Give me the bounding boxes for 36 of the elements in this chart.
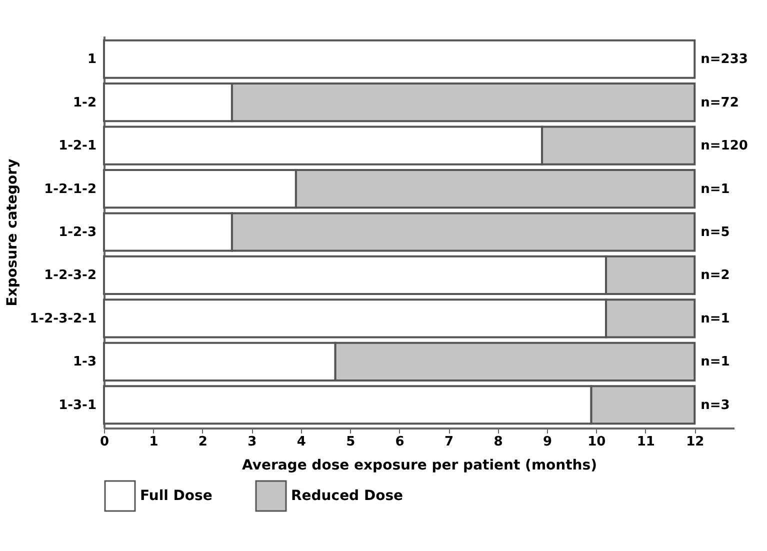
y-tick-label: 1-2 <box>73 95 96 110</box>
annotation: n=120 <box>700 138 748 154</box>
x-tick-label: 2 <box>198 434 208 450</box>
legend-label: Full Dose <box>140 488 212 504</box>
legend-label: Reduced Dose <box>291 488 404 504</box>
bar <box>103 39 696 79</box>
y-tick-label: 1-2-1 <box>58 138 96 154</box>
y-tick-label: 1-2-3-2-1 <box>30 311 96 326</box>
x-tick-label: 4 <box>296 434 306 450</box>
x-tick-label: 7 <box>444 434 454 450</box>
x-tick-label: 12 <box>686 434 704 450</box>
y-axis-title: Exposure category <box>4 158 21 306</box>
y-tick-label: 1-2-3 <box>58 225 96 240</box>
annotation: n=2 <box>700 268 730 284</box>
x-tick-label: 11 <box>636 434 655 450</box>
x-tick-label: 8 <box>494 434 503 450</box>
x-axis-title: Average dose exposure per patient (months) <box>242 458 598 474</box>
x-tick-label: 3 <box>248 434 257 450</box>
annotation: n=233 <box>700 52 748 68</box>
annotation: n=1 <box>700 182 730 197</box>
y-tick-label: 1-2-1-2 <box>44 182 96 197</box>
annotation: n=1 <box>700 311 730 326</box>
y-tick-label: 1 <box>87 52 96 68</box>
y-tick-label: 1-3 <box>73 354 96 370</box>
annotation: n=3 <box>700 398 730 413</box>
x-tick-label: 6 <box>395 434 404 450</box>
x-tick-label: 10 <box>588 434 606 450</box>
x-tick-label: 5 <box>346 434 356 450</box>
x-tick-label: 0 <box>100 434 110 450</box>
y-tick-label: 1-2-3-2 <box>44 268 96 284</box>
x-tick-label: 1 <box>149 434 158 450</box>
x-tick-label: 9 <box>542 434 552 450</box>
annotation: n=5 <box>700 225 730 240</box>
y-tick-label: 1-3-1 <box>58 398 96 413</box>
annotation: n=1 <box>700 354 730 370</box>
annotation: n=72 <box>700 95 739 110</box>
